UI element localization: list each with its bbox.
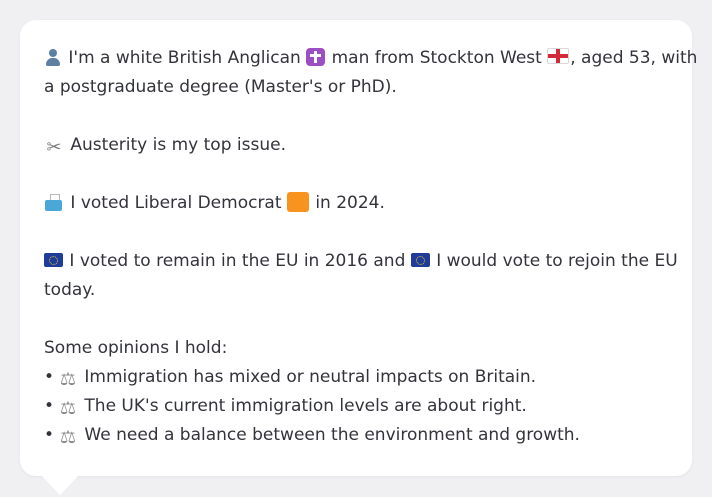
list-item: • ⚖ Immigration has mixed or neutral impa… (44, 363, 674, 392)
profile-line-1: I'm a white British Anglican man from St… (44, 44, 697, 73)
latin-cross-icon (306, 48, 326, 66)
balance-scale-icon: ⚖ (59, 369, 77, 390)
eu-text-1a: I voted to remain in the EU in 2016 and (69, 251, 406, 271)
england-flag-icon (547, 48, 570, 64)
balance-scale-icon: ⚖ (59, 427, 77, 448)
message-bubble (20, 20, 692, 476)
bullet: • (44, 367, 55, 387)
orange-square-icon (286, 192, 309, 212)
bullet: • (44, 425, 55, 445)
opinion-text: The UK's current immigration levels are … (84, 396, 527, 416)
profile-text-1a: I'm a white British Anglican (68, 48, 301, 68)
message-content: I'm a white British Anglican man from St… (44, 44, 697, 450)
opinions-heading: Some opinions I hold: (44, 338, 228, 358)
bullet: • (44, 396, 55, 416)
eu-paragraph: I voted to remain in the EU in 2016 and … (44, 247, 678, 305)
profile-text-1c: , aged 53, with (570, 48, 698, 68)
list-item: • ⚖ The UK's current immigration levels a… (44, 392, 674, 421)
profile-text-1b: man from Stockton West (331, 48, 542, 68)
issue-line: ✂ Austerity is my top issue. (44, 131, 674, 160)
profile-paragraph: I'm a white British Anglican man from St… (44, 44, 697, 102)
person-icon (44, 48, 62, 66)
opinions-paragraph: Some opinions I hold: • ⚖ Immigration has… (44, 334, 674, 450)
issue-paragraph: ✂ Austerity is my top issue. (44, 131, 674, 160)
opinion-text: We need a balance between the environmen… (84, 425, 580, 445)
message-bubble-tail (42, 476, 78, 495)
eu-flag-icon (44, 253, 63, 267)
eu-flag-icon (410, 253, 430, 267)
eu-line-2: today. (44, 280, 96, 300)
vote-text-b: in 2024. (315, 193, 385, 213)
balance-scale-icon: ⚖ (59, 398, 77, 419)
list-item: • ⚖ We need a balance between the environ… (44, 421, 674, 450)
vote-paragraph: I voted Liberal Democrat in 2024. (44, 189, 674, 218)
ballot-box-icon (44, 193, 64, 211)
vote-text-a: I voted Liberal Democrat (70, 193, 282, 213)
eu-line-1: I voted to remain in the EU in 2016 and … (44, 247, 678, 276)
profile-line-2: a postgraduate degree (Master's or PhD). (44, 77, 397, 97)
vote-line: I voted Liberal Democrat in 2024. (44, 189, 674, 218)
issue-text: Austerity is my top issue. (70, 135, 286, 155)
eu-text-1b: I would vote to rejoin the EU (436, 251, 678, 271)
scissors-icon: ✂ (46, 137, 62, 158)
opinion-text: Immigration has mixed or neutral impacts… (84, 367, 537, 387)
